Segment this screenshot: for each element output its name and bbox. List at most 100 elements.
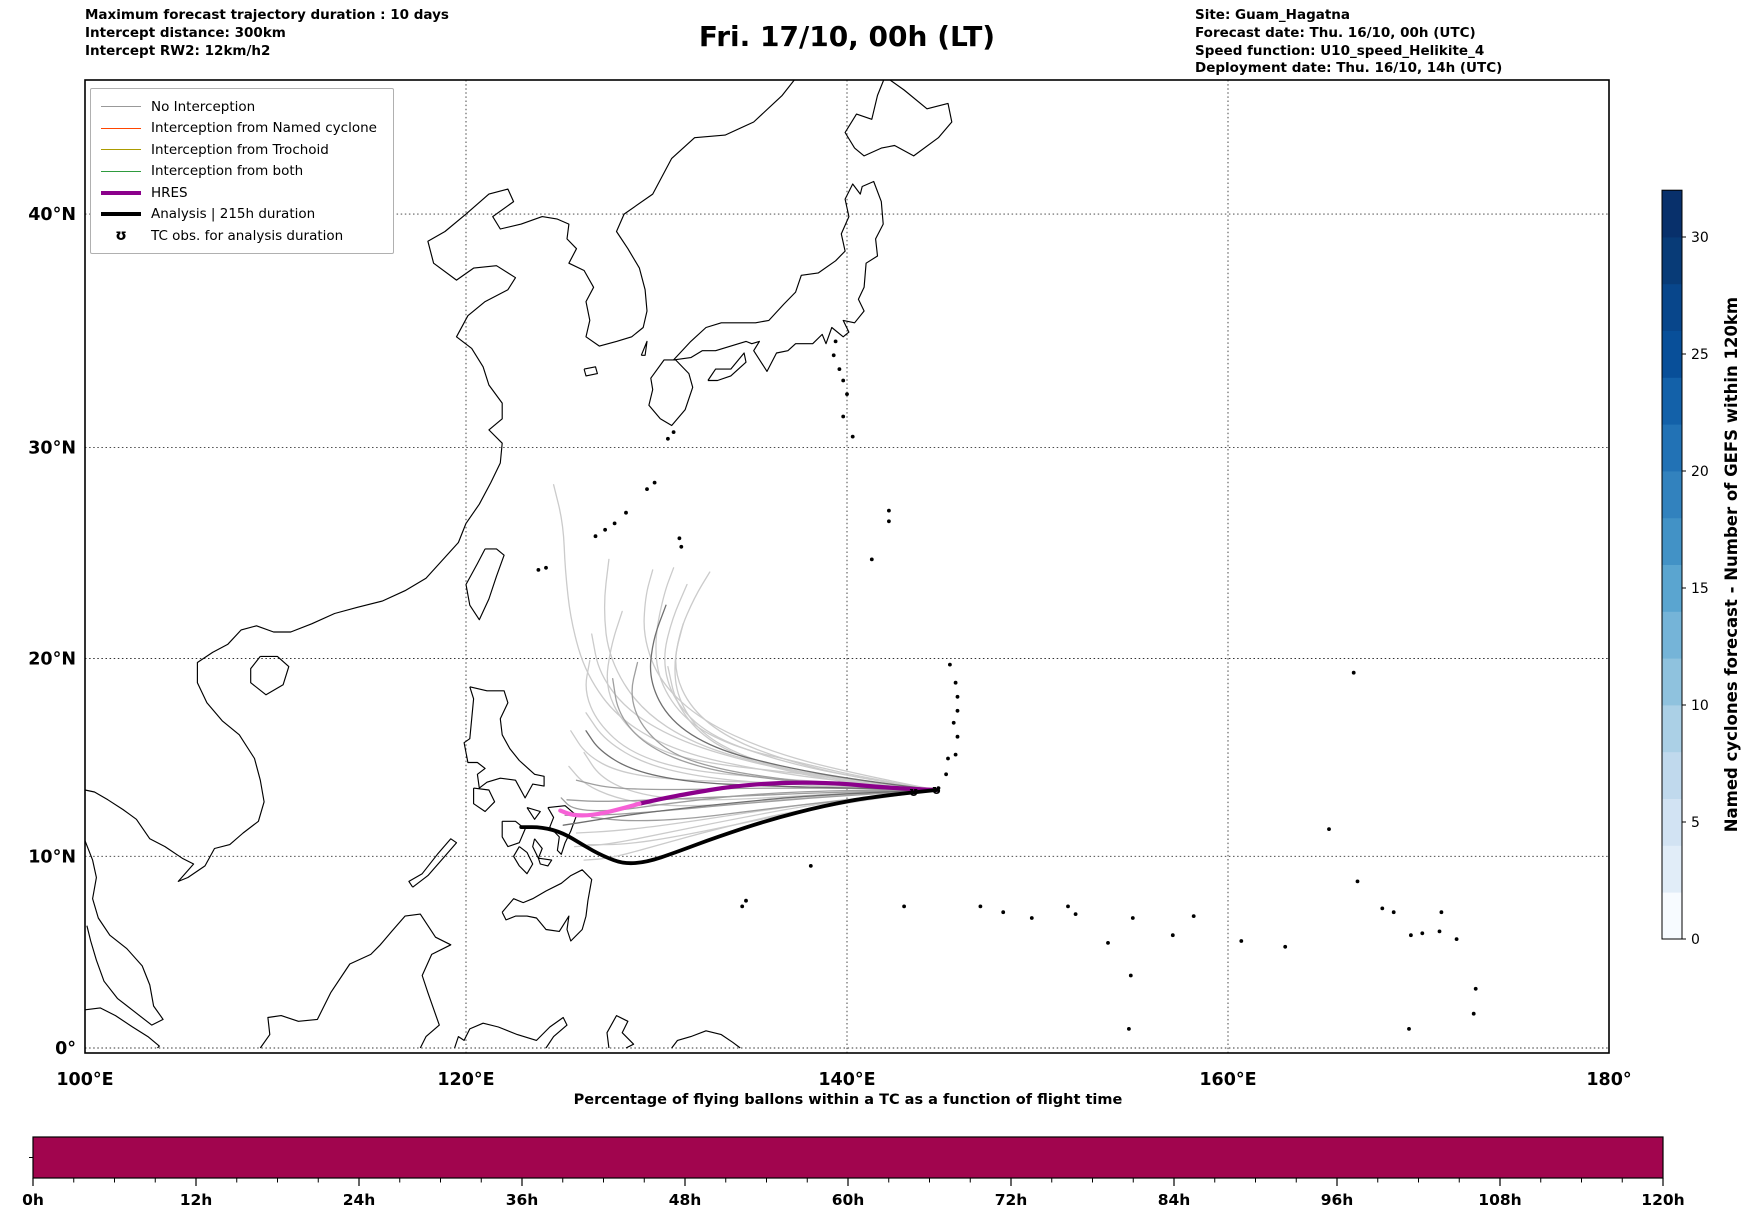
legend-line: [101, 212, 141, 217]
legend-item: Interception from Trochoid: [101, 139, 383, 161]
colorbar-segment: [1662, 471, 1682, 519]
flight-tick-label: 24h: [343, 1191, 376, 1209]
island-dot: [593, 534, 598, 539]
trajectory-no-interception-light-: [655, 567, 938, 791]
colorbar-segment: [1662, 190, 1682, 238]
intercept-distance-text: Intercept distance: 300km: [85, 24, 286, 41]
island-dot: [671, 430, 676, 434]
flight-tick-label: 96h: [1321, 1191, 1354, 1209]
island-dot: [1127, 1027, 1131, 1031]
map-legend: No Interception Interception from Named c…: [90, 88, 394, 254]
island-dot: [841, 414, 846, 419]
legend-line-swatch: [101, 170, 141, 172]
max-duration-text: Maximum forecast trajectory duration : 1…: [85, 7, 449, 23]
map-frame: [84, 79, 1610, 1054]
island-dot: [1029, 916, 1034, 920]
island-dot: [1380, 906, 1385, 911]
island-dot: [1001, 910, 1006, 915]
page-title: Fri. 17/10, 00h (LT): [698, 20, 996, 53]
coastline: [844, 80, 953, 157]
island-dot: [978, 904, 983, 909]
island-dot: [808, 864, 813, 868]
island-dot: [869, 557, 874, 562]
legend-item-label: Analysis | 215h duration: [151, 206, 316, 223]
lon-tick-label: 120°E: [437, 1070, 494, 1090]
island-dot: [850, 434, 855, 439]
coastline: [408, 838, 458, 888]
island-dot: [955, 694, 960, 699]
island-dot: [1239, 939, 1244, 943]
legend-item: Interception from both: [101, 161, 383, 183]
colorbar-segment: [1662, 377, 1682, 425]
legend-line: [101, 106, 141, 108]
flight-tick-label: 36h: [506, 1191, 539, 1209]
legend-line-swatch: [101, 190, 141, 195]
legend-item-label: TC obs. for analysis duration: [151, 227, 344, 244]
island-dot: [1391, 910, 1396, 915]
trajectory-hres: [637, 780, 939, 806]
coastline: [454, 1016, 568, 1049]
legend-item: No Interception: [101, 96, 383, 118]
tc-obs-marker-icon: ʊ: [101, 228, 141, 243]
coastline: [85, 840, 164, 1026]
legend-line-swatch: [101, 106, 141, 108]
island-dot: [645, 487, 649, 491]
coastline: [537, 857, 553, 867]
coastline: [671, 1030, 741, 1049]
island-dot: [953, 752, 958, 757]
colorbar-tick-label: 0: [1691, 932, 1700, 948]
island-dot: [1473, 986, 1478, 991]
island-dot: [744, 898, 748, 903]
island-dot: [1471, 1011, 1476, 1016]
legend-item-label: Interception from both: [151, 163, 304, 180]
lon-tick-label: 160°E: [1199, 1070, 1256, 1090]
coastline: [640, 340, 648, 356]
island-dot: [603, 527, 607, 532]
lat-tick-label: 30°N: [28, 439, 76, 459]
island-dot: [1409, 933, 1413, 938]
header-top-right: Site: Guam_Hagatna Forecast date: Thu. 16…: [1195, 7, 1502, 78]
coastline: [501, 869, 593, 942]
deployment-date-text: Deployment date: Thu. 16/10, 14h (UTC): [1195, 60, 1503, 77]
intercept-rw2-text: Intercept RW2: 12km/h2: [85, 42, 271, 59]
colorbar-tick-label: 20: [1691, 464, 1709, 480]
trajectory-no-interception-medium-: [560, 789, 938, 812]
legend-item-label: Interception from Named cyclone: [151, 120, 377, 137]
lat-tick-label: 10°N: [28, 847, 76, 867]
island-dot: [536, 568, 541, 572]
legend-line-swatch: [101, 127, 141, 129]
island-dot: [1407, 1027, 1411, 1031]
trajectory-no-interception-light-: [664, 583, 938, 791]
trajectory-no-interception-medium-: [631, 661, 938, 791]
flight-chart-title: Percentage of flying ballons within a TC…: [573, 1092, 1123, 1108]
colorbar-segment: [1662, 424, 1682, 472]
trajectory-no-interception-light-: [603, 558, 938, 791]
lat-tick-label: 40°N: [28, 205, 76, 225]
map-area: ʊʊ: [85, 80, 1609, 1053]
tc-obs-marker: ʊ: [909, 785, 918, 799]
island-dot: [955, 708, 960, 713]
island-dot: [841, 378, 846, 383]
coastline: [250, 655, 290, 696]
flight-tick-label: 72h: [995, 1191, 1028, 1209]
colorbar-segment: [1662, 283, 1682, 331]
trajectory-no-interception-light-: [552, 484, 938, 791]
island-dot: [544, 565, 548, 570]
trajectory-no-interception-light-: [674, 623, 938, 791]
island-dot: [944, 772, 948, 777]
coastline: [85, 1007, 160, 1049]
coastline: [648, 359, 694, 427]
lon-tick-label: 100°E: [56, 1070, 113, 1090]
colorbar-segment: [1662, 611, 1682, 659]
trajectory-no-interception-light-: [591, 633, 938, 791]
coastline: [673, 180, 884, 372]
island-dot: [837, 367, 842, 371]
island-dot: [887, 508, 891, 513]
island-dot: [902, 904, 906, 909]
coastline: [707, 352, 747, 382]
island-dot: [679, 544, 684, 549]
coastline: [463, 686, 545, 799]
island-dot: [845, 392, 849, 396]
flight-tick-label: 84h: [1158, 1191, 1191, 1209]
